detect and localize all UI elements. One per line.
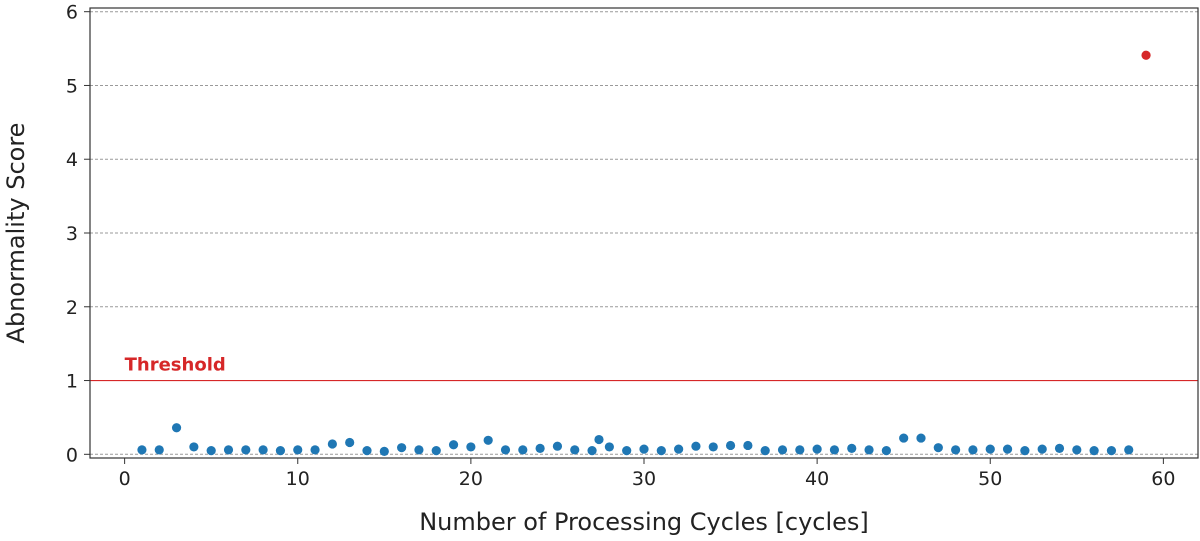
- data-point: [864, 445, 874, 455]
- data-point: [293, 445, 303, 455]
- data-point: [137, 445, 147, 455]
- x-tick-label: 0: [119, 468, 131, 490]
- data-point: [466, 442, 476, 452]
- data-point: [345, 437, 355, 448]
- x-tick-label: 60: [1151, 468, 1175, 490]
- data-points: [137, 50, 1151, 456]
- data-point: [968, 445, 978, 455]
- data-point: [760, 446, 770, 456]
- x-tick-label: 20: [459, 468, 483, 490]
- data-point: [1089, 446, 1099, 456]
- y-tick-label: 3: [66, 223, 78, 245]
- data-point: [812, 444, 822, 454]
- data-point: [1072, 445, 1082, 455]
- data-point: [483, 435, 493, 445]
- data-point: [431, 446, 441, 456]
- x-axis-ticks: 0 10 20 30 40 50 60: [119, 458, 1175, 490]
- y-axis-ticks: 0 1 2 3 4 5 6: [66, 2, 90, 466]
- data-point: [397, 443, 407, 453]
- data-point: [570, 445, 580, 455]
- data-point: [206, 446, 216, 456]
- data-point: [171, 423, 182, 433]
- data-point: [414, 445, 424, 455]
- data-point: [223, 445, 234, 455]
- data-point: [795, 445, 805, 455]
- data-point: [916, 433, 926, 443]
- data-point: [448, 440, 459, 450]
- x-tick-label: 50: [978, 468, 1002, 490]
- y-tick-label: 2: [66, 297, 78, 319]
- y-tick-label: 4: [66, 149, 78, 171]
- data-point: [535, 443, 545, 454]
- data-point: [154, 445, 164, 455]
- data-point: [847, 443, 857, 454]
- data-point: [725, 440, 736, 451]
- anomaly-point: [1141, 50, 1151, 60]
- y-tick-label: 1: [66, 371, 78, 393]
- threshold-label: Threshold: [125, 355, 226, 376]
- data-point: [1106, 446, 1117, 456]
- data-point: [1037, 444, 1047, 454]
- data-point: [829, 445, 840, 455]
- data-point: [362, 446, 372, 456]
- data-point: [985, 444, 995, 454]
- x-tick-label: 30: [632, 468, 656, 490]
- data-point: [552, 441, 563, 451]
- y-tick-label: 0: [66, 444, 78, 466]
- data-point: [327, 439, 337, 449]
- data-point: [500, 445, 511, 455]
- data-point: [708, 442, 718, 452]
- grid-lines: [90, 11, 1198, 455]
- data-point: [691, 441, 701, 451]
- data-point: [674, 444, 684, 454]
- data-point: [518, 445, 528, 455]
- data-point: [604, 442, 614, 452]
- data-point: [275, 446, 286, 456]
- data-point: [622, 446, 632, 456]
- y-axis-title: Abnormality Score: [2, 123, 30, 344]
- data-point: [1054, 443, 1065, 454]
- data-point: [258, 445, 268, 455]
- data-point: [587, 446, 597, 456]
- data-point: [881, 446, 891, 456]
- x-tick-label: 10: [286, 468, 310, 490]
- data-point: [951, 445, 961, 455]
- x-axis-title: Number of Processing Cycles [cycles]: [419, 508, 869, 536]
- y-tick-label: 5: [66, 75, 78, 97]
- data-point: [594, 434, 604, 445]
- data-point: [639, 444, 649, 454]
- data-point: [743, 440, 753, 451]
- data-point: [189, 442, 199, 452]
- data-point: [777, 445, 788, 455]
- data-point: [1020, 446, 1030, 456]
- data-point: [899, 433, 909, 443]
- data-point: [656, 446, 666, 456]
- data-point: [310, 445, 320, 455]
- y-tick-label: 6: [66, 2, 78, 24]
- data-point: [1002, 444, 1013, 454]
- data-point: [241, 445, 251, 455]
- x-tick-label: 40: [805, 468, 829, 490]
- data-point: [1124, 445, 1134, 455]
- data-point: [379, 446, 389, 456]
- data-point: [933, 443, 943, 453]
